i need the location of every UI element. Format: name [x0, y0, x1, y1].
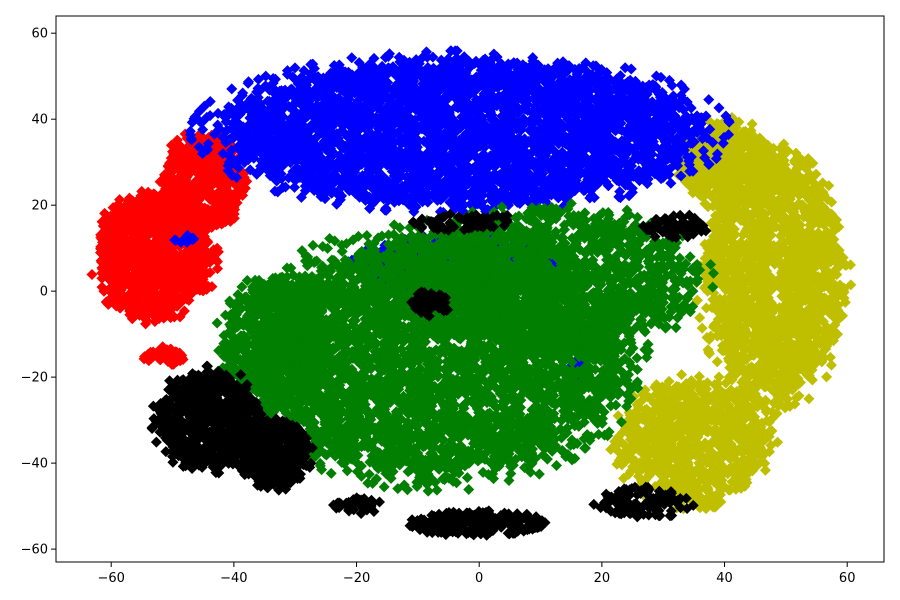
data-point [86, 268, 98, 280]
series-0-points [86, 126, 253, 370]
data-point [212, 263, 224, 275]
scatter-points [86, 45, 857, 541]
data-point [136, 185, 148, 197]
